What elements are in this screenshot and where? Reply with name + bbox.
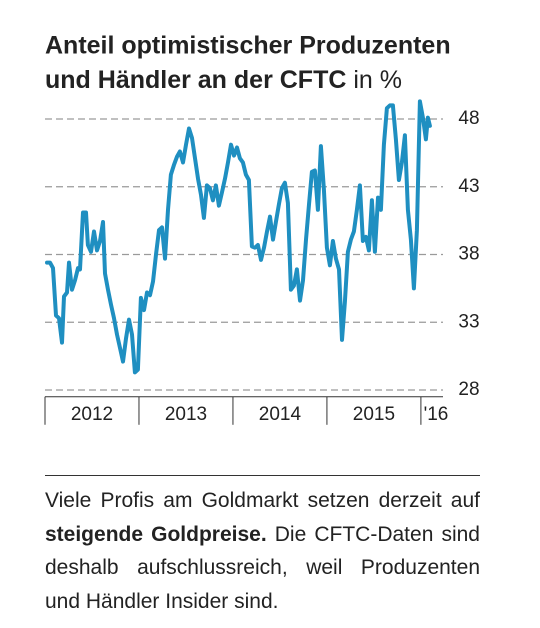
y-tick-label: 28 xyxy=(458,379,479,400)
x-tick-label: 2014 xyxy=(259,404,302,425)
x-tick-label: 2015 xyxy=(353,404,395,425)
chart: Anteil optimistischer Produzenten und Hä… xyxy=(44,32,480,425)
y-tick-label: 43 xyxy=(458,176,479,197)
chart-title: und Händler an der CFTC in % xyxy=(45,66,402,94)
caption-rule xyxy=(45,475,480,476)
y-tick-label: 38 xyxy=(458,244,479,265)
caption: Viele Profis am Goldmarkt setzen derzeit… xyxy=(45,484,480,618)
x-tick-label: '16 xyxy=(424,404,449,425)
caption-bold: steigende Goldpreise. xyxy=(45,522,267,546)
x-tick-label: 2012 xyxy=(71,404,113,425)
caption-text: Die CFTC-Da­ten sind deshalb aufschlussr… xyxy=(45,522,480,613)
x-tick-label: 2013 xyxy=(165,404,207,425)
chart-title: Anteil optimistischer Produzenten xyxy=(45,32,451,60)
y-tick-label: 33 xyxy=(458,311,479,332)
chart-title-unit: in % xyxy=(353,66,402,94)
y-tick-label: 48 xyxy=(458,108,479,129)
caption-text: Viele Profis am Goldmarkt setzen derzeit… xyxy=(45,489,480,512)
chart-title-line: und Händler an der CFTC xyxy=(45,66,346,94)
data-line xyxy=(45,99,432,375)
